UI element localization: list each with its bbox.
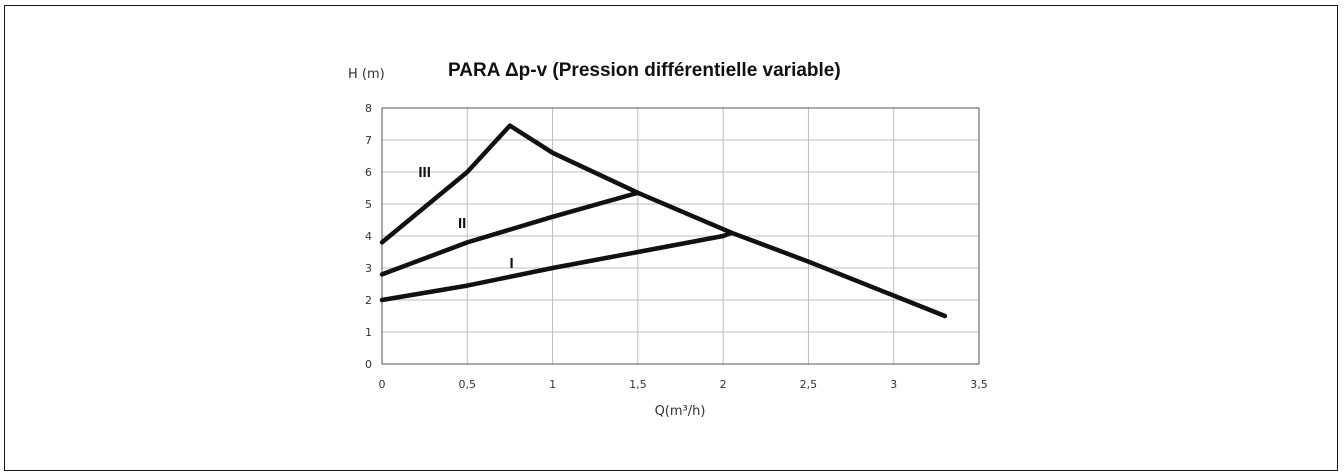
y-tick-label: 7 — [365, 134, 372, 147]
series-line-I — [379, 230, 734, 303]
x-tick-label: 2 — [720, 378, 727, 391]
x-tick-labels: 0 0,5 1 1,5 2 2,5 3 3,5 — [379, 378, 988, 391]
y-tick-label: 3 — [365, 262, 372, 275]
y-tick-label: 4 — [365, 230, 372, 243]
y-tick-labels: 0 1 2 3 4 5 6 7 8 — [365, 102, 372, 371]
series-line-max — [507, 123, 948, 319]
x-tick-label: 1,5 — [629, 378, 647, 391]
x-tick-label: 0,5 — [459, 378, 477, 391]
figure-frame — [4, 5, 1338, 471]
y-axis-label: H (m) — [348, 67, 385, 82]
x-tick-label: 3,5 — [970, 378, 988, 391]
x-tick-label: 2,5 — [800, 378, 818, 391]
y-tick-label: 1 — [365, 326, 372, 339]
curve-label-II: II — [458, 215, 466, 232]
curve-label-III: III — [418, 164, 431, 181]
y-tick-label: 0 — [365, 358, 372, 371]
series-line-III — [379, 123, 513, 245]
y-tick-label: 2 — [365, 294, 372, 307]
y-tick-label: 6 — [365, 166, 372, 179]
x-tick-label: 1 — [549, 378, 556, 391]
x-axis-label: Q(m³/h) — [655, 404, 706, 419]
x-tick-label: 3 — [890, 378, 897, 391]
chart-title: PARA Δp-v (Pression différentielle varia… — [448, 60, 841, 81]
series-lines — [379, 123, 948, 319]
y-tick-label: 5 — [365, 198, 372, 211]
y-tick-label: 8 — [365, 102, 372, 115]
x-tick-label: 0 — [379, 378, 386, 391]
series-line-II — [379, 190, 641, 277]
curve-label-I: I — [510, 255, 514, 272]
plot-border — [381, 107, 980, 365]
